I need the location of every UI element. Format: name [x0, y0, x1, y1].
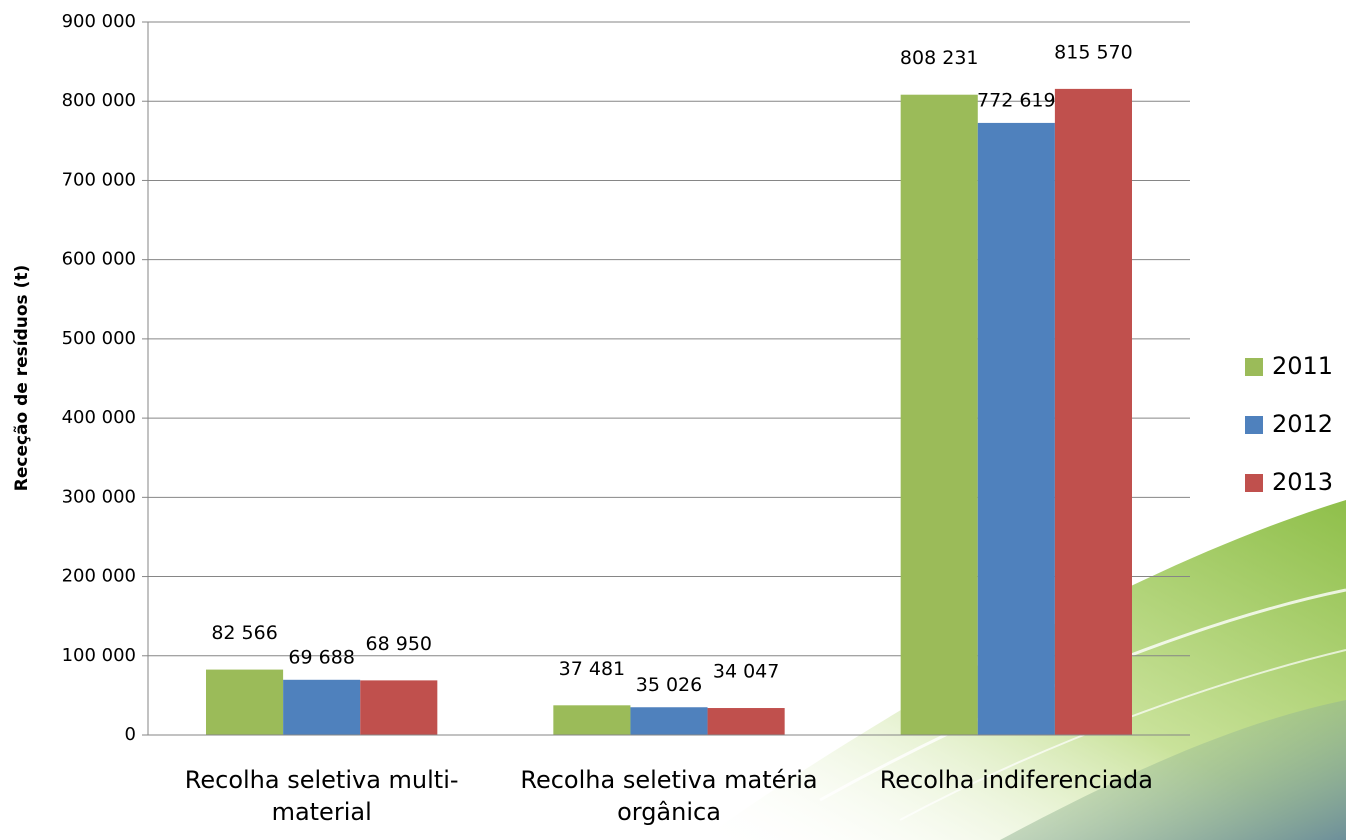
legend-swatch: [1245, 358, 1263, 376]
bar: [707, 708, 785, 735]
y-tick-label: 600 000: [62, 249, 136, 270]
data-label: 815 570: [1054, 41, 1133, 63]
data-label: 35 026: [636, 674, 702, 696]
y-tick-label: 900 000: [62, 11, 136, 32]
legend-swatch: [1245, 416, 1263, 434]
data-label: 69 688: [288, 646, 354, 668]
legend-swatch: [1245, 474, 1263, 492]
data-label: 37 481: [559, 658, 625, 680]
data-label: 772 619: [977, 89, 1056, 111]
y-axis-title: Receção de resíduos (t): [12, 265, 32, 492]
legend-label: 2013: [1272, 468, 1333, 496]
background-swoosh: [1000, 700, 1346, 840]
data-label: 82 566: [211, 622, 277, 644]
y-tick-label: 500 000: [62, 328, 136, 349]
legend-label: 2011: [1272, 352, 1333, 380]
bar: [630, 707, 708, 735]
bar: [283, 679, 361, 735]
y-tick-label: 300 000: [62, 486, 136, 507]
y-tick-label: 200 000: [62, 566, 136, 587]
legend-label: 2012: [1272, 410, 1333, 438]
bar: [553, 705, 631, 735]
bar: [1054, 88, 1132, 735]
y-tick-label: 400 000: [62, 407, 136, 428]
y-tick-label: 800 000: [62, 90, 136, 111]
y-tick-label: 100 000: [62, 645, 136, 666]
data-label: 68 950: [366, 633, 432, 655]
data-label: 34 047: [713, 661, 779, 683]
data-label: 808 231: [900, 47, 979, 69]
bar: [360, 680, 438, 735]
y-tick-label: 0: [125, 724, 136, 745]
y-tick-label: 700 000: [62, 169, 136, 190]
background-streak: [899, 649, 1346, 821]
x-tick-label: Recolha seletiva multi-material: [184, 766, 459, 826]
bar: [206, 669, 284, 735]
x-tick-label: Recolha indiferenciada: [879, 766, 1153, 794]
bar: [977, 122, 1055, 735]
bar: [900, 94, 978, 736]
x-tick-label: Recolha seletiva matéria orgânica: [520, 766, 818, 826]
